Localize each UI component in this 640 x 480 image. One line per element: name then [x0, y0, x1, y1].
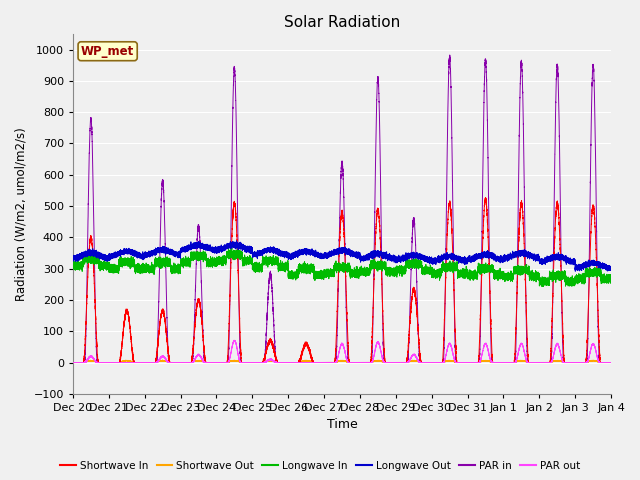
Longwave Out [572, 268, 579, 274]
Shortwave In [509, 360, 516, 365]
Title: Solar Radiation: Solar Radiation [284, 15, 400, 30]
Shortwave In [69, 360, 77, 365]
Longwave Out [474, 253, 481, 259]
Shortwave Out [502, 360, 509, 365]
Shortwave Out [97, 360, 105, 365]
Line: PAR out: PAR out [73, 340, 611, 362]
Longwave Out [69, 258, 77, 264]
Longwave In [413, 260, 420, 265]
Shortwave Out [488, 360, 496, 365]
Shortwave Out [607, 360, 615, 365]
Longwave In [474, 270, 481, 276]
Shortwave In [502, 360, 509, 365]
PAR in [502, 360, 509, 365]
PAR in [413, 270, 420, 276]
Shortwave Out [474, 360, 481, 365]
Shortwave In [488, 351, 496, 357]
Longwave In [225, 244, 232, 250]
Longwave Out [502, 254, 509, 260]
Line: Shortwave In: Shortwave In [73, 198, 611, 362]
Line: Longwave Out: Longwave Out [73, 241, 611, 271]
Shortwave Out [413, 358, 420, 363]
PAR in [488, 360, 496, 365]
Longwave In [97, 263, 105, 269]
Longwave Out [97, 253, 105, 259]
PAR out [607, 360, 615, 365]
PAR out [230, 337, 238, 343]
Shortwave In [97, 360, 105, 365]
Shortwave Out [409, 357, 417, 363]
PAR in [509, 360, 516, 365]
Shortwave In [474, 360, 481, 365]
X-axis label: Time: Time [326, 419, 357, 432]
Legend: Shortwave In, Shortwave Out, Longwave In, Longwave Out, PAR in, PAR out: Shortwave In, Shortwave Out, Longwave In… [56, 456, 584, 475]
PAR out [413, 355, 420, 361]
Longwave Out [413, 252, 420, 258]
PAR out [474, 360, 481, 365]
Longwave In [509, 276, 516, 281]
PAR in [69, 360, 77, 365]
Line: Shortwave Out: Shortwave Out [73, 360, 611, 362]
PAR out [509, 360, 516, 365]
Longwave Out [509, 252, 516, 258]
PAR in [446, 52, 454, 58]
Shortwave In [482, 195, 490, 201]
Text: WP_met: WP_met [81, 45, 134, 58]
PAR out [97, 360, 105, 365]
Longwave In [69, 264, 77, 270]
Longwave Out [607, 264, 615, 270]
Longwave In [502, 275, 509, 280]
Shortwave Out [509, 360, 516, 365]
Longwave Out [488, 253, 496, 259]
Line: Longwave In: Longwave In [73, 247, 611, 287]
Shortwave In [413, 303, 420, 309]
Longwave In [488, 265, 496, 271]
Longwave Out [233, 238, 241, 244]
PAR in [97, 360, 105, 365]
Longwave In [540, 284, 547, 289]
Longwave In [607, 277, 615, 283]
Line: PAR in: PAR in [73, 55, 611, 362]
Y-axis label: Radiation (W/m2, umol/m2/s): Radiation (W/m2, umol/m2/s) [15, 127, 28, 301]
Shortwave Out [69, 360, 77, 365]
Shortwave In [607, 360, 615, 365]
PAR in [607, 360, 615, 365]
PAR out [488, 360, 496, 365]
PAR out [69, 360, 77, 365]
PAR out [502, 360, 509, 365]
PAR in [474, 360, 481, 365]
